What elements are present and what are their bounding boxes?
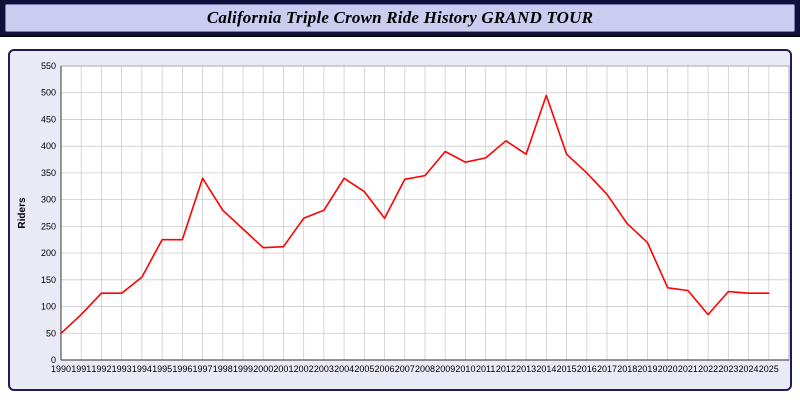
svg-text:2006: 2006 [375, 364, 395, 374]
svg-text:2009: 2009 [435, 364, 455, 374]
svg-text:200: 200 [41, 248, 56, 258]
svg-text:150: 150 [41, 275, 56, 285]
svg-text:1991: 1991 [71, 364, 91, 374]
svg-text:2004: 2004 [334, 364, 354, 374]
svg-text:2000: 2000 [253, 364, 273, 374]
ride-history-line-chart: 1990 1991 1992 1993 1994 1995 1996 1997 1998 1999… [17, 61, 790, 374]
svg-text:2023: 2023 [718, 364, 738, 374]
svg-text:2007: 2007 [395, 364, 415, 374]
svg-text:1998: 1998 [213, 364, 233, 374]
svg-text:400: 400 [41, 141, 56, 151]
svg-text:1994: 1994 [132, 364, 152, 374]
svg-text:2003: 2003 [314, 364, 334, 374]
svg-text:350: 350 [41, 168, 56, 178]
svg-text:1997: 1997 [193, 364, 213, 374]
chart-panel: 1990 1991 1992 1993 1994 1995 1996 1997 1998 1999… [8, 49, 792, 391]
svg-text:1999: 1999 [233, 364, 253, 374]
page-title: California Triple Crown Ride History GRA… [206, 8, 594, 27]
svg-text:2020: 2020 [658, 364, 678, 374]
svg-text:550: 550 [41, 61, 56, 71]
svg-text:2015: 2015 [557, 364, 577, 374]
svg-text:2024: 2024 [739, 364, 759, 374]
svg-text:50: 50 [46, 328, 56, 338]
svg-text:450: 450 [41, 114, 56, 124]
svg-text:1996: 1996 [172, 364, 192, 374]
svg-text:250: 250 [41, 221, 56, 231]
svg-text:2014: 2014 [536, 364, 556, 374]
title-box: California Triple Crown Ride History GRA… [5, 4, 795, 32]
svg-text:1992: 1992 [91, 364, 111, 374]
header-bar: California Triple Crown Ride History GRA… [0, 0, 800, 37]
svg-text:2002: 2002 [294, 364, 314, 374]
svg-text:100: 100 [41, 302, 56, 312]
svg-text:2010: 2010 [455, 364, 475, 374]
svg-text:Riders: Riders [17, 197, 28, 229]
svg-text:1993: 1993 [112, 364, 132, 374]
svg-text:2022: 2022 [698, 364, 718, 374]
svg-text:1990: 1990 [51, 364, 71, 374]
svg-text:2011: 2011 [476, 364, 495, 374]
svg-text:2025: 2025 [759, 364, 779, 374]
svg-text:2005: 2005 [354, 364, 374, 374]
svg-text:0: 0 [51, 355, 56, 365]
svg-text:2016: 2016 [577, 364, 597, 374]
svg-text:2018: 2018 [617, 364, 637, 374]
svg-text:2008: 2008 [415, 364, 435, 374]
svg-text:2017: 2017 [597, 364, 617, 374]
svg-text:2013: 2013 [516, 364, 536, 374]
svg-text:2019: 2019 [637, 364, 657, 374]
svg-text:1995: 1995 [152, 364, 172, 374]
svg-text:2021: 2021 [678, 364, 698, 374]
svg-text:2012: 2012 [496, 364, 516, 374]
svg-text:2001: 2001 [273, 364, 293, 374]
svg-text:300: 300 [41, 195, 56, 205]
svg-text:500: 500 [41, 88, 56, 98]
